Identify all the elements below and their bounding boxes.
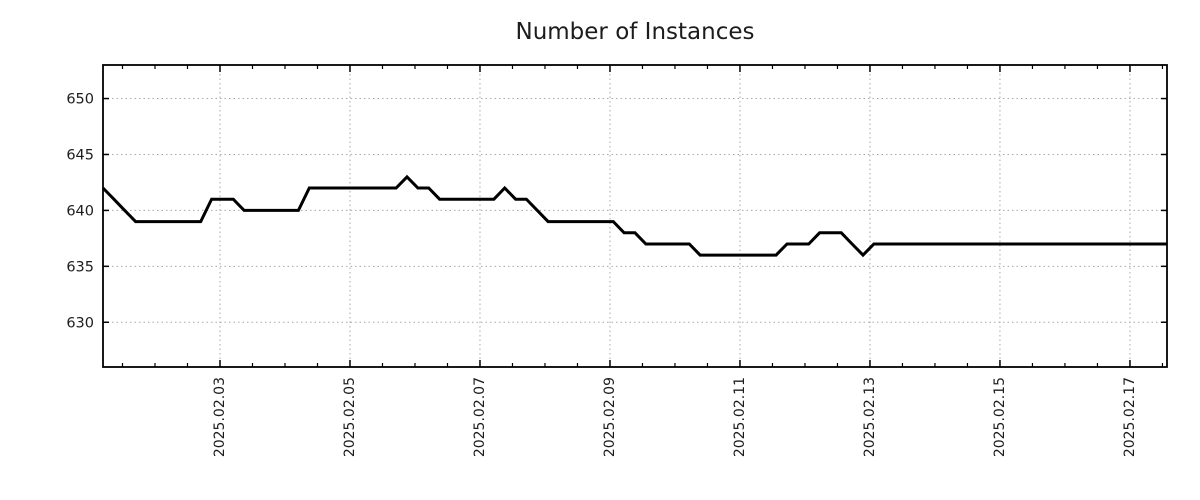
x-tick-label: 2025.02.13 <box>862 377 878 457</box>
x-tick-label: 2025.02.17 <box>1122 377 1138 457</box>
x-tick-label: 2025.02.05 <box>342 377 358 457</box>
x-tick-label: 2025.02.07 <box>472 377 488 457</box>
chart-title: Number of Instances <box>516 19 755 45</box>
x-tick-label: 2025.02.09 <box>602 377 618 457</box>
y-tick-label: 650 <box>66 92 94 108</box>
axis-labels: 630 635 640 645 650 2025.02.03 2025.02.05 2025.… <box>66 92 1138 458</box>
series-line-instances <box>101 174 1167 258</box>
x-tick-label: 2025.02.11 <box>732 377 748 457</box>
instances-line <box>101 174 1167 258</box>
tick-layer <box>103 65 1167 367</box>
y-tick-label: 630 <box>66 315 94 331</box>
y-tick-label: 640 <box>66 203 94 219</box>
x-tick-label: 2025.02.15 <box>992 377 1008 457</box>
plot-border <box>102 64 1168 368</box>
plot-border-rect <box>102 64 1168 368</box>
y-tick-label: 645 <box>66 147 94 163</box>
grid-layer <box>103 65 1167 367</box>
x-tick-label: 2025.02.03 <box>212 377 228 457</box>
y-tick-label: 635 <box>66 259 94 275</box>
